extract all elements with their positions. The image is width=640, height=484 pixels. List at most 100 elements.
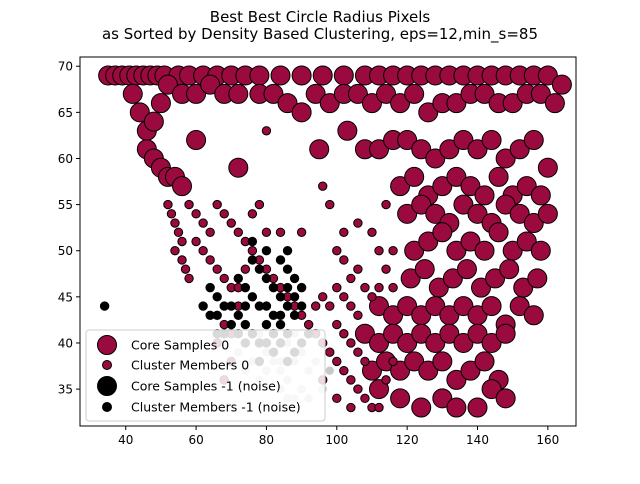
- core-sample-point-series-0: [411, 139, 432, 160]
- cluster-member-point-series-1: [346, 273, 356, 284]
- cluster-member-point-series-1: [184, 273, 194, 284]
- core-sample-point-series-0: [277, 93, 298, 114]
- cluster-member-point-series-1: [191, 236, 201, 247]
- core-sample-point-series-0: [453, 332, 474, 353]
- cluster-member-point-series-3: [261, 246, 272, 256]
- cluster-member-point-series-1: [166, 209, 177, 219]
- legend-label-core-noise: Core Samples -1 (noise): [131, 379, 281, 394]
- cluster-member-point-series-1: [353, 264, 363, 274]
- core-sample-point-series-0: [495, 323, 516, 344]
- core-sample-point-series-0: [509, 296, 530, 317]
- core-sample-point-series-0: [495, 194, 516, 215]
- core-sample-point-series-0: [481, 332, 502, 353]
- cluster-member-point-series-1: [226, 218, 236, 228]
- x-tick-label: 60: [188, 433, 203, 447]
- cluster-member-point-series-3: [275, 255, 286, 265]
- cluster-member-point-series-1: [374, 282, 384, 293]
- core-sample-point-series-0: [439, 139, 460, 160]
- cluster-member-point-series-1: [177, 255, 187, 265]
- core-sample-point-series-0: [400, 268, 421, 289]
- core-sample-point-series-0: [129, 102, 150, 123]
- core-sample-point-series-0: [481, 130, 502, 151]
- cluster-member-point-series-3: [247, 236, 258, 247]
- cluster-member-point-series-3: [198, 301, 208, 311]
- core-sample-point-series-0: [249, 65, 270, 86]
- core-sample-point-series-0: [404, 83, 425, 104]
- core-sample-point-series-0: [456, 259, 477, 280]
- cluster-member-point-series-1: [374, 246, 384, 256]
- cluster-member-point-series-1: [219, 273, 229, 284]
- legend-box: [85, 329, 326, 422]
- cluster-member-point-series-3: [240, 319, 251, 330]
- core-sample-point-series-0: [425, 148, 446, 169]
- cluster-member-point-series-1: [233, 227, 243, 237]
- core-sample-point-series-0: [439, 323, 460, 344]
- core-sample-point-series-0: [467, 397, 488, 418]
- y-axis: 35 40 45 50 55 60 65 70: [58, 60, 80, 397]
- core-sample-point-series-0: [432, 176, 453, 197]
- cluster-member-point-series-3: [282, 301, 293, 311]
- cluster-member-point-series-1: [353, 384, 363, 394]
- cluster-member-point-series-3: [289, 310, 300, 320]
- core-sample-point-series-0: [404, 166, 425, 187]
- x-tick-label: 160: [536, 433, 559, 447]
- core-sample-point-series-0: [516, 176, 537, 197]
- cluster-member-point-series-1: [191, 209, 201, 219]
- core-sample-point-series-0: [516, 231, 537, 252]
- core-sample-point-series-0: [150, 93, 171, 114]
- cluster-member-point-series-3: [233, 310, 243, 320]
- y-tick-label: 60: [58, 152, 73, 166]
- cluster-member-point-series-1: [332, 319, 342, 330]
- core-sample-point-series-0: [157, 74, 178, 95]
- cluster-member-point-series-1: [184, 199, 194, 210]
- core-sample-point-series-0: [200, 74, 221, 95]
- core-sample-point-series-0: [467, 323, 488, 344]
- cluster-member-point-series-3: [99, 301, 110, 311]
- cluster-member-point-series-1: [346, 402, 356, 413]
- core-sample-point-series-0: [397, 130, 418, 151]
- core-sample-point-series-0: [495, 148, 516, 169]
- core-sample-point-series-0: [369, 139, 390, 160]
- axes-frame: [79, 56, 577, 427]
- core-sample-point-series-0: [404, 240, 425, 261]
- cluster-member-point-series-1: [346, 301, 356, 311]
- core-sample-point-series-0: [270, 65, 291, 86]
- cluster-member-point-series-1: [332, 246, 342, 256]
- cluster-member-point-series-1: [360, 393, 370, 404]
- core-sample-point-series-0: [446, 166, 467, 187]
- legend-marker-member-0: [102, 360, 112, 370]
- core-sample-point-series-0: [390, 360, 411, 381]
- core-sample-point-series-0: [544, 93, 565, 114]
- cluster-member-point-series-1: [367, 227, 377, 237]
- cluster-member-point-series-1: [381, 199, 391, 210]
- core-sample-point-series-0: [485, 268, 506, 289]
- core-sample-point-series-0: [530, 185, 551, 206]
- core-sample-point-series-0: [411, 397, 432, 418]
- core-sample-point-series-0: [460, 176, 481, 197]
- cluster-member-point-series-3: [282, 282, 293, 293]
- cluster-member-point-series-1: [261, 126, 272, 136]
- core-sample-point-series-0: [383, 323, 404, 344]
- cluster-member-point-series-1: [353, 347, 363, 357]
- core-sample-point-series-0: [333, 65, 354, 86]
- core-sample-point-series-0: [122, 83, 143, 104]
- cluster-member-point-series-3: [240, 301, 251, 311]
- core-sample-point-series-0: [186, 130, 207, 151]
- cluster-member-point-series-1: [367, 292, 377, 302]
- y-tick-label: 50: [58, 244, 73, 258]
- core-sample-point-series-0: [460, 231, 481, 252]
- cluster-member-point-series-1: [177, 236, 187, 247]
- cluster-member-point-series-3: [247, 255, 258, 265]
- cluster-member-point-series-1: [353, 218, 363, 228]
- core-sample-point-series-0: [509, 139, 530, 160]
- core-sample-point-series-0: [143, 111, 164, 132]
- core-sample-point-series-0: [523, 213, 544, 234]
- cluster-member-point-series-1: [360, 282, 370, 293]
- core-sample-point-series-0: [425, 332, 446, 353]
- cluster-member-point-series-1: [240, 264, 251, 274]
- core-sample-point-series-0: [481, 379, 502, 400]
- x-tick-label: 40: [118, 433, 133, 447]
- core-sample-point-series-0: [446, 397, 467, 418]
- cluster-member-point-series-1: [205, 227, 215, 237]
- core-sample-point-series-0: [432, 222, 453, 243]
